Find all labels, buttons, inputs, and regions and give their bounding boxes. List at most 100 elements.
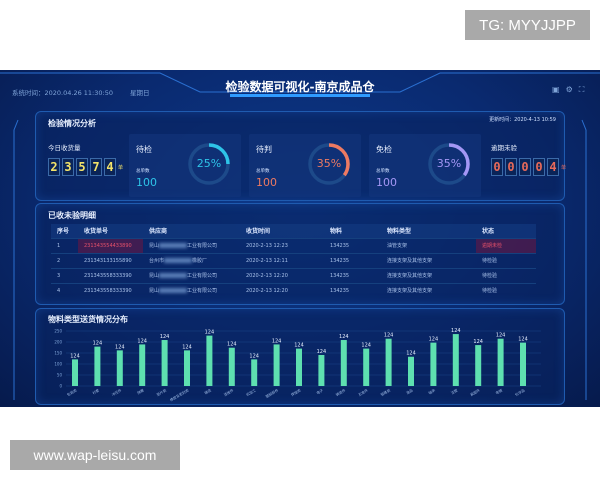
analysis-panel: 检验情况分析 更新时间：2020-4-13 10:59 今日收货量 2 3 5 … [35,111,567,201]
data-label: 124 [137,338,147,344]
y-tick-label: 150 [54,351,62,356]
card-label: 待检 [136,145,152,154]
cell-no: 3 [51,267,78,283]
data-label: 124 [227,342,237,348]
card-exempt: 免检 总单数 100 35% [369,134,481,197]
x-tick-label: 电镀 [495,387,504,395]
x-tick-label: 塑胶部件 [264,387,279,399]
col-no: 序号 [51,224,78,238]
cell-status: 待检验 [476,282,536,298]
data-label: 124 [518,337,528,343]
x-tick-label: 包装类 [66,387,78,397]
cell-material: 134235 [324,267,381,283]
cell-order: 231343133155890 [78,252,143,268]
progress-arc [188,143,230,185]
cell-material: 134235 [324,252,381,268]
x-tick-label: 机加工 [245,387,257,397]
table-row[interactable]: 3 231343558333390 昆山 工业有限公司 2020-2-13 12:… [51,267,536,283]
x-tick-label: 铸造 [203,387,212,395]
received-counter: 2 3 5 7 4 单 [48,158,123,176]
cell-supplier: 昆山 工业有限公司 [143,237,240,253]
cell-supplier: 昆山 工业有限公司 [143,282,240,298]
gear-icon[interactable]: ⚙ [565,85,573,94]
distribution-panel: 物料类型送货情况分布 0 50 100 150 200 250 124 包装类 124 衬套 124… [35,308,565,405]
cell-order: 231343558333390 [78,282,143,298]
cell-status: 待检验 [476,267,536,283]
table-row[interactable]: 1 231343554433890 昆山 工业有限公司 2020-2-13 12:… [51,237,536,253]
data-label: 124 [70,353,80,359]
data-label: 124 [361,343,371,349]
fullscreen-icon[interactable]: ⛶ [578,85,585,94]
card-pending: 待检 总单数 100 25% [129,134,241,197]
x-tick-label: 注塑 [450,387,459,395]
percent-label: 35% [316,157,342,170]
cell-order: 231343554433890 [78,237,143,253]
supplier-prefix: 昆山 [149,288,160,295]
redacted-block [159,288,188,294]
data-label: 124 [272,338,282,344]
details-table: 序号 收货单号 供应商 收货时间 物料 物料类型 状态 1 2313435544… [51,224,536,298]
bar [385,338,392,386]
bar [116,350,123,386]
cell-material: 134235 [324,282,381,298]
data-label: 124 [406,351,416,357]
supplier-prefix: 昆山 [149,273,160,279]
y-tick-label: 200 [54,340,62,345]
data-label: 124 [160,334,170,340]
cell-supplier: 台州市 橡胶厂 [143,252,240,268]
col-time: 收货时间 [240,224,324,238]
cell-time: 2020-2-13 12:20 [240,282,324,298]
data-label: 124 [473,339,483,345]
redacted-block [159,243,188,248]
bar [296,348,302,386]
data-label: 124 [429,337,439,343]
bar [408,356,414,386]
layout-icon[interactable]: ▣ [552,85,560,94]
x-tick-label: 橡胶及密封类 [169,387,190,402]
percent-label: 25% [196,157,222,170]
supplier-suffix: 橡胶厂 [192,258,208,264]
x-tick-label: 垫片类 [156,387,168,397]
col-status: 状态 [476,224,536,238]
cell-no: 4 [51,282,78,298]
bar [161,340,168,386]
total-value: 100 [136,176,157,189]
update-time: 更新时间：2020-4-13 10:59 [489,117,556,123]
x-tick-label: 连接件 [223,387,235,397]
cell-status: 待检验 [476,252,536,268]
received-unit: 单 [118,164,124,171]
digit: 5 [76,158,88,176]
cell-type: 连接支架及其他支架 [381,267,476,283]
overdue-unit: 单 [561,164,567,171]
x-tick-label: 电子 [315,387,324,395]
progress-ring [428,143,470,185]
bar [273,344,280,386]
chart-title: 物料类型送货情况分布 [48,315,128,324]
page-title: 检验数据可视化-南京成品仓 [225,80,375,94]
x-tick-label: 弹簧 [136,387,145,395]
received-label: 今日收货量 [48,144,81,152]
dashboard: 系统时间：2020.04.26 11:30:50 星期日 检验数据可视化-南京成… [0,70,600,407]
data-label: 124 [339,334,349,340]
cell-material: 134235 [324,237,381,253]
table-row[interactable]: 2 231343133155890 台州市 橡胶厂 2020-2-13 12:11… [51,252,536,268]
bar [251,359,258,386]
x-tick-label: 紧固件 [469,387,481,397]
bar [184,350,190,386]
x-tick-label: 铸造件 [335,387,347,397]
col-order: 收货单号 [78,224,143,238]
table-row[interactable]: 4 231343558333390 昆山 工业有限公司 2020-2-13 12:… [51,282,536,298]
digit: 0 [519,158,531,176]
cell-time: 2020-2-13 12:11 [240,252,324,268]
data-label: 124 [93,341,103,347]
supplier-prefix: 昆山 [149,243,160,249]
header-frame [0,72,600,400]
bar [318,354,325,386]
data-label: 124 [249,353,259,359]
card-label: 免检 [376,145,392,154]
bar [363,348,370,386]
total-label: 总单数 [376,169,390,174]
supplier-prefix: 台州市 [149,258,165,264]
total-value: 100 [256,176,277,189]
x-tick-label: 焊接类 [290,387,302,397]
